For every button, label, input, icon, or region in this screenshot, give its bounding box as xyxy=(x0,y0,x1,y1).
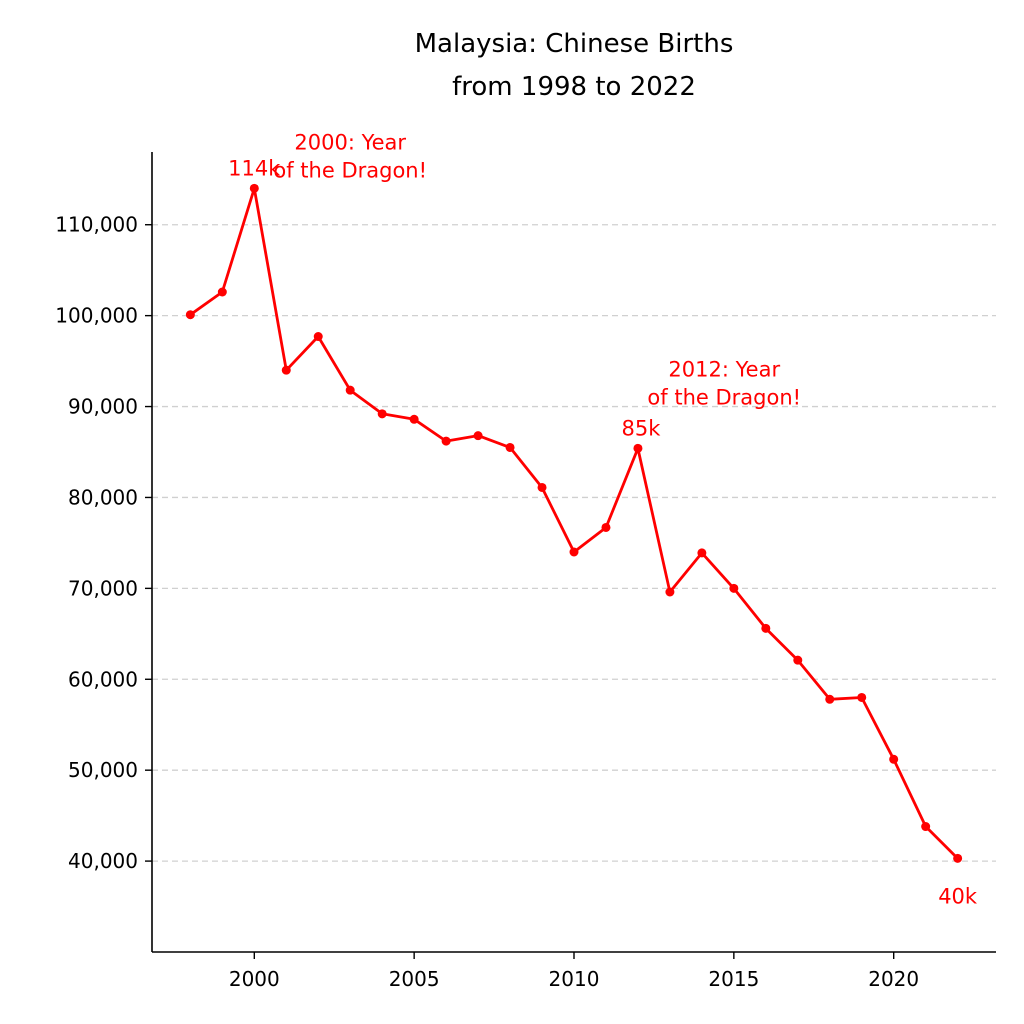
data-point xyxy=(921,822,931,832)
y-tick-label: 50,000 xyxy=(68,758,138,782)
series-births xyxy=(185,183,963,863)
data-point xyxy=(185,310,195,320)
data-point xyxy=(377,409,387,419)
data-point xyxy=(281,365,291,375)
data-point xyxy=(697,548,707,558)
value-annotation: 40k xyxy=(938,884,978,908)
data-point xyxy=(313,332,323,342)
data-point xyxy=(953,853,963,863)
data-point xyxy=(633,443,643,453)
x-tick-label: 2000 xyxy=(229,967,280,991)
data-point xyxy=(505,442,515,452)
data-point xyxy=(441,436,451,446)
y-tick-label: 110,000 xyxy=(55,213,138,237)
data-point xyxy=(409,414,419,424)
x-tick-label: 2010 xyxy=(549,967,600,991)
data-point xyxy=(249,183,259,193)
data-point xyxy=(857,692,867,702)
data-point xyxy=(665,587,675,597)
y-axis-ticks: 40,000 50,000 60,000 70,000 80,000 90,000 100,… xyxy=(55,213,152,873)
chart-subtitle: from 1998 to 2022 xyxy=(452,72,696,102)
dragon-annotation: of the Dragon! xyxy=(647,386,801,410)
y-tick-label: 80,000 xyxy=(68,485,138,509)
data-point xyxy=(537,482,547,492)
data-point xyxy=(761,623,771,633)
value-annotation: 114k xyxy=(228,156,281,180)
data-point xyxy=(601,522,611,532)
value-annotation: 85k xyxy=(621,416,661,440)
data-point xyxy=(889,754,899,764)
data-point xyxy=(569,547,579,557)
data-point xyxy=(825,694,835,704)
data-point xyxy=(473,431,483,441)
dragon-annotation: 2012: Year xyxy=(668,358,780,382)
data-point xyxy=(729,583,739,593)
y-tick-label: 90,000 xyxy=(68,395,138,419)
x-tick-label: 2005 xyxy=(389,967,440,991)
data-point xyxy=(217,287,227,297)
x-tick-label: 2015 xyxy=(708,967,759,991)
dragon-annotation: of the Dragon! xyxy=(273,158,427,182)
y-tick-label: 60,000 xyxy=(68,667,138,691)
x-axis-ticks: 2000 2005 2010 2015 2020 xyxy=(229,952,919,991)
chart-title: Malaysia: Chinese Births xyxy=(415,29,734,59)
series-line xyxy=(189,186,959,860)
y-gridlines xyxy=(152,224,996,862)
y-tick-label: 70,000 xyxy=(68,576,138,600)
y-tick-label: 100,000 xyxy=(55,304,138,328)
data-point xyxy=(345,385,355,395)
x-tick-label: 2020 xyxy=(868,967,919,991)
data-point xyxy=(793,655,803,665)
dragon-annotation: 2000: Year xyxy=(294,130,406,154)
annotations: 114k 85k 40k 2000: Year of the Dragon! 2012: … xyxy=(228,130,978,908)
y-tick-label: 40,000 xyxy=(68,849,138,873)
